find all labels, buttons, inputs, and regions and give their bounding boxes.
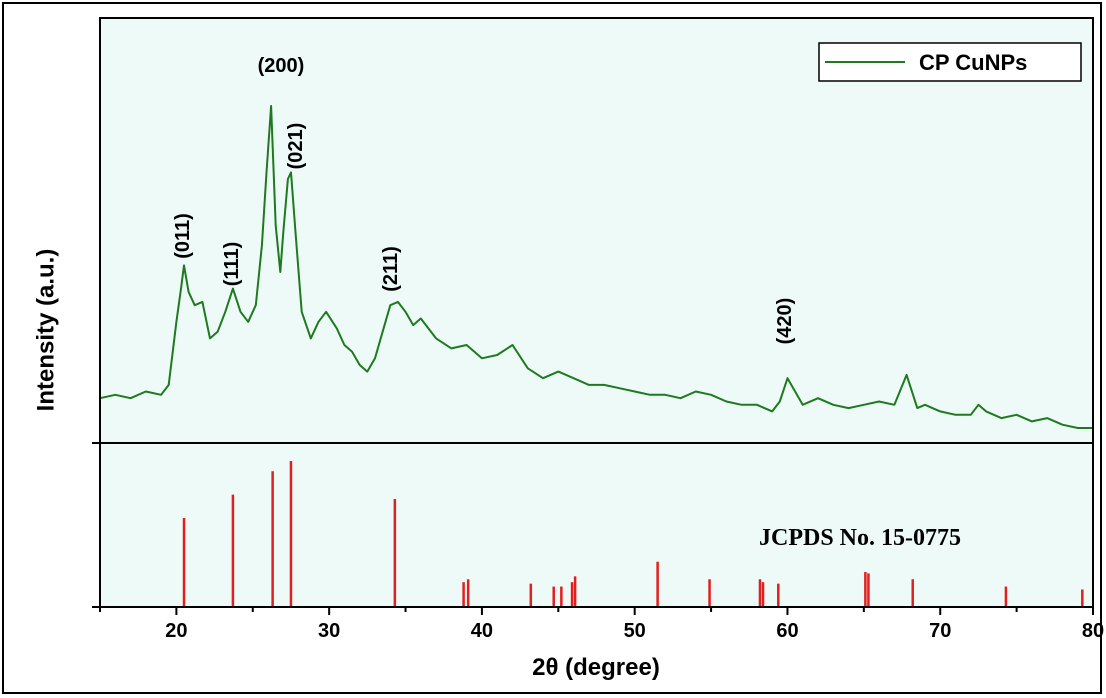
- x-tick-label: 50: [624, 620, 646, 642]
- peak-label: (211): [380, 246, 402, 292]
- plot-area: [100, 18, 1093, 607]
- y-axis-title: Intensity (a.u.): [33, 249, 60, 412]
- x-tick-label: 70: [929, 620, 951, 642]
- peak-label: (200): [258, 55, 305, 77]
- peak-labels: (200) (021) (011) (111) (211) (420): [172, 55, 796, 344]
- x-tick-label: 20: [165, 620, 187, 642]
- reference-label: JCPDS No. 15-0775: [759, 525, 961, 551]
- x-tick-label: 80: [1082, 620, 1104, 642]
- series-line-cp-cunps: [99, 105, 1093, 429]
- x-tick-label: 30: [318, 620, 340, 642]
- x-axis-title: 2θ (degree): [532, 654, 660, 681]
- peak-label: (021): [285, 123, 307, 170]
- peak-label: (111): [221, 242, 243, 286]
- x-tick-label: 40: [471, 620, 493, 642]
- y-axis-ticks: [92, 442, 100, 608]
- peak-label: (011): [172, 213, 194, 259]
- x-tick-label: 60: [776, 620, 798, 642]
- legend: CP CuNPs: [818, 42, 1082, 82]
- reference-bars: [182, 461, 1084, 607]
- legend-label: CP CuNPs: [919, 50, 1027, 75]
- x-axis-ticks: 20 30 40 50 60 70 80: [99, 607, 1104, 642]
- plot-border: [99, 17, 1094, 608]
- peak-label: (420): [774, 298, 796, 345]
